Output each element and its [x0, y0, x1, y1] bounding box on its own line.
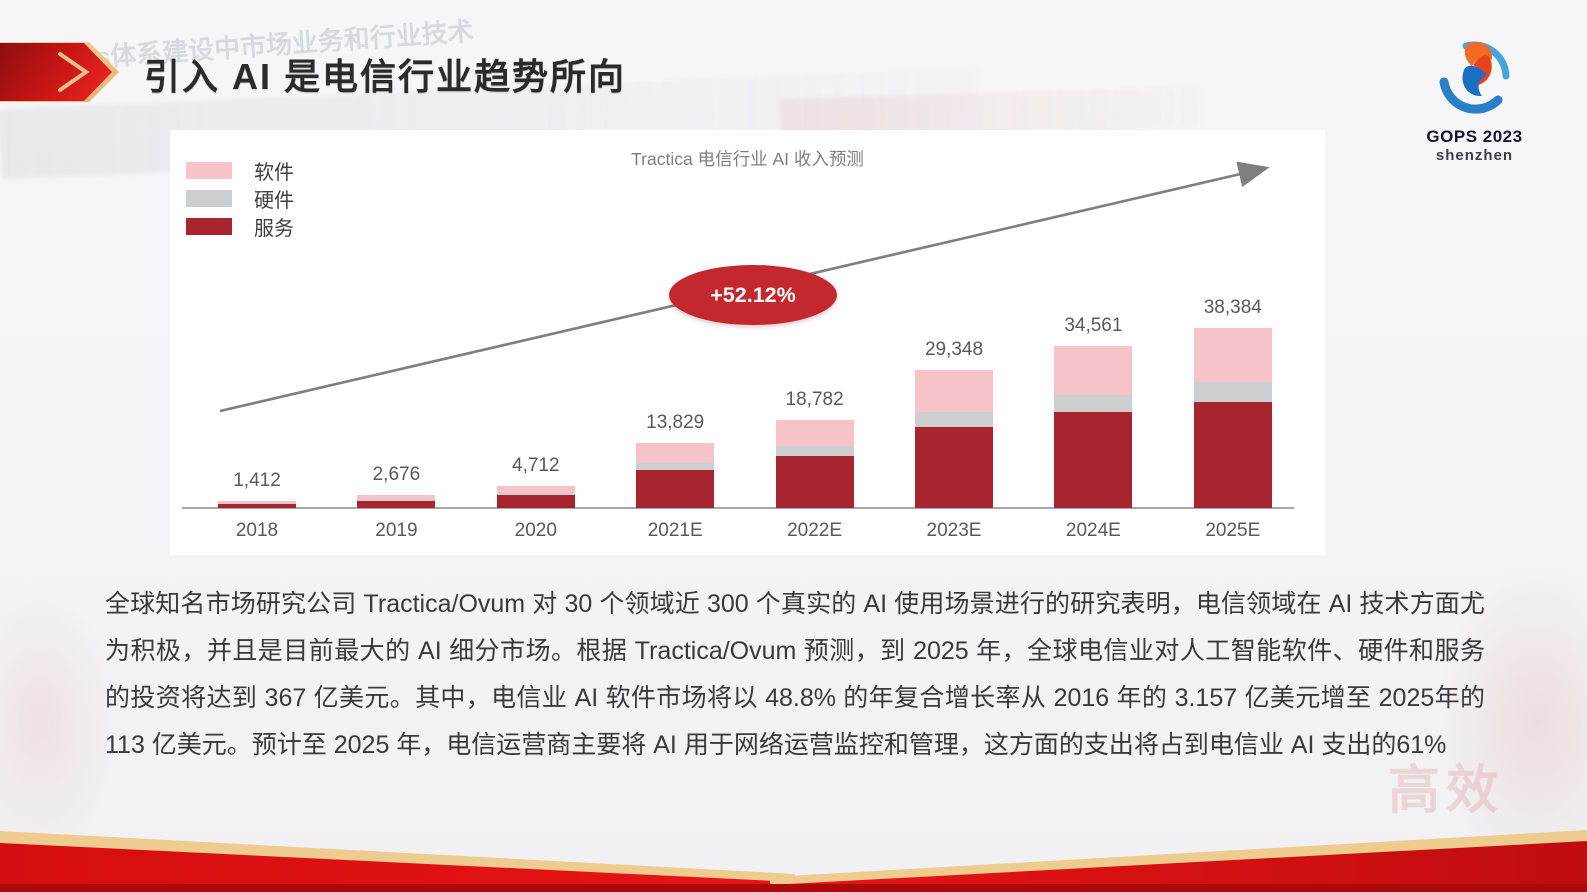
category-label: 2021E [647, 520, 703, 541]
page-title: 引入 AI 是电信行业趋势所向 [144, 56, 627, 97]
bar-segment-服务 [1054, 412, 1133, 508]
bar-value-label: 29,348 [924, 339, 984, 361]
plot-area: 1,412 2018 2,676 2019 4,712 2020 13,829 2021E 18… [170, 130, 1325, 555]
category-label: 2022E [787, 520, 843, 541]
chart-title: Tractica 电信行业 AI 收入预测 [631, 149, 864, 169]
stacked-bar-2018 [218, 501, 296, 508]
bar-value-label: 38,384 [1203, 297, 1262, 318]
bar-segment-服务 [636, 469, 715, 508]
bar-segment-软件 [357, 495, 436, 500]
x-axis-line [182, 507, 1294, 509]
gops-logo-icon [1439, 41, 1509, 114]
category-label: 2024E [1065, 520, 1121, 541]
bar-segment-软件 [915, 370, 993, 412]
stacked-bar-2019 [357, 495, 436, 508]
bar-value-label: 18,782 [785, 388, 844, 410]
bar-segment-服务 [496, 494, 575, 508]
stacked-bar-2024E [1054, 345, 1133, 508]
category-label: 2023E [926, 520, 982, 541]
bar-segment-软件 [1193, 328, 1272, 383]
red-arrow-banner-icon [0, 42, 119, 102]
bar-segment-硬件 [357, 499, 436, 501]
logo-title: GOPS 2023 [1426, 127, 1523, 146]
bar-segment-软件 [775, 419, 854, 447]
stacked-bar-2021E [636, 443, 715, 508]
watermark-text-bottom: 高效 [1388, 762, 1505, 820]
bar-value-label: 4,712 [512, 454, 560, 476]
bar-value-label: 1,412 [233, 470, 281, 492]
stacked-bar-2020 [496, 485, 575, 508]
bar-segment-硬件 [218, 503, 296, 505]
bar-segment-服务 [218, 504, 296, 508]
bar-segment-硬件 [1193, 382, 1272, 402]
category-label: 2018 [235, 520, 279, 541]
bar-segment-软件 [496, 485, 575, 493]
background-blob [0, 580, 120, 860]
bar-segment-硬件 [496, 492, 575, 495]
bar-segment-软件 [218, 501, 296, 504]
stacked-bar-2025E [1193, 328, 1272, 508]
bar-segment-硬件 [1054, 394, 1133, 413]
bar-value-label: 13,829 [646, 412, 705, 434]
category-label: 2019 [375, 520, 418, 541]
chart-panel: Tractica 电信行业 AI 收入预测 软件 硬件 服务 1,412 2018 2,… [170, 130, 1325, 555]
bar-segment-服务 [357, 500, 436, 508]
bar-segment-服务 [1193, 401, 1272, 508]
category-label: 2020 [514, 520, 557, 541]
stacked-bar-2022E [775, 419, 854, 508]
category-label: 2025E [1205, 520, 1261, 541]
bar-segment-软件 [1054, 345, 1133, 395]
logo-subtitle: shenzhen [1435, 147, 1514, 164]
bar-value-label: 34,561 [1064, 314, 1123, 336]
bar-value-label: 2,676 [372, 464, 421, 486]
growth-rate-label: +52.12% [710, 282, 796, 307]
stacked-bar-2023E [915, 370, 993, 508]
bar-segment-硬件 [775, 446, 854, 457]
growth-rate-badge: +52.12% [669, 265, 837, 325]
gops-logo: GOPS 2023 shenzhen [1412, 36, 1537, 164]
bar-segment-服务 [915, 426, 993, 508]
bar-segment-硬件 [636, 462, 715, 470]
bar-segment-服务 [775, 456, 854, 508]
bar-segment-软件 [636, 443, 715, 463]
footer-ribbon [0, 830, 1587, 892]
bar-segment-硬件 [915, 411, 993, 427]
body-paragraph: 全球知名市场研究公司 Tractica/Ovum 对 30 个领域近 300 个… [105, 590, 1485, 759]
